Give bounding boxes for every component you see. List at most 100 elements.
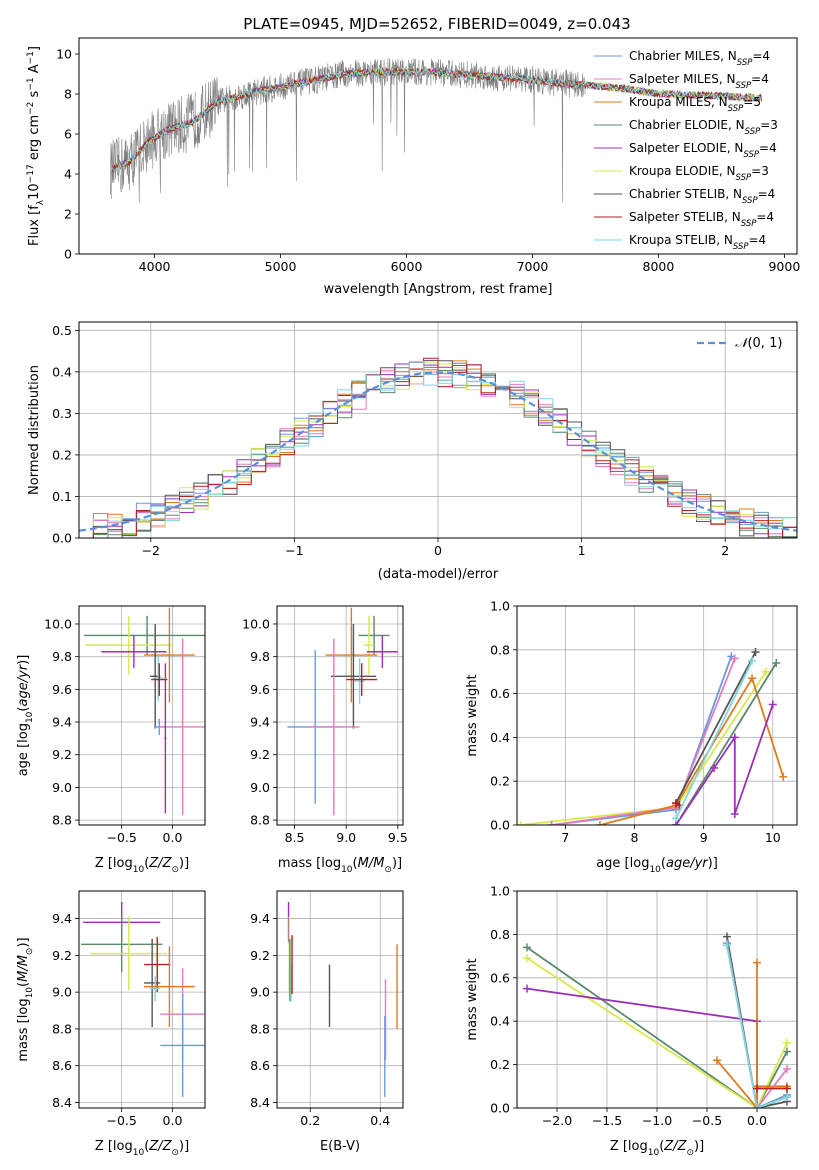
x-tick-label: 6000 bbox=[391, 259, 423, 274]
errorbar-point bbox=[160, 993, 205, 1097]
weight-marker bbox=[761, 667, 770, 676]
y-tick-label: 9.2 bbox=[250, 747, 270, 762]
y-tick-label: 0.2 bbox=[490, 1057, 510, 1072]
y-tick-label: 9.0 bbox=[250, 985, 270, 1000]
weight-marker bbox=[753, 1104, 761, 1108]
y-tick-label: 0.5 bbox=[52, 323, 72, 338]
errorbar-point bbox=[366, 635, 398, 669]
weight-marker bbox=[523, 943, 531, 952]
legend-entry: Chabrier STELIB, NSSP=4 bbox=[629, 187, 775, 206]
y-tick-label: 8.8 bbox=[52, 813, 72, 828]
x-tick-label: −1.5 bbox=[592, 1113, 622, 1128]
y-tick-label: 0.2 bbox=[490, 774, 510, 789]
y-tick-label: 6 bbox=[64, 127, 72, 142]
y-tick-label: 0.3 bbox=[52, 406, 72, 421]
y-tick-label: 0.0 bbox=[490, 1101, 510, 1116]
weight-marker bbox=[753, 958, 761, 967]
errorbar-point bbox=[144, 938, 161, 1028]
weight-line bbox=[726, 945, 788, 1108]
weight-vs-age-axes: 7 8 9 10 0.0 0.2 0.4 0.6 0.8 1.0 age [log10(age/yr… bbox=[465, 599, 798, 875]
legend-entry: Kroupa ELODIE, NSSP=3 bbox=[629, 164, 769, 183]
y-axis-label: mass [log10(M/M⊙)] bbox=[16, 937, 35, 1061]
y-tick-label: 9.0 bbox=[250, 780, 270, 795]
y-tick-label: 0.2 bbox=[52, 447, 72, 462]
weight-vs-age-plot-area bbox=[517, 647, 788, 825]
x-tick-label: 9 bbox=[700, 830, 708, 845]
y-tick-label: 9.0 bbox=[52, 780, 72, 795]
weight-vs-Z-axes: −2.0 −1.5 −1.0 −0.5 0.0 0.0 0.2 0.4 0.6 0.8 1.0 Z [… bbox=[465, 884, 798, 1158]
y-tick-label: 0 bbox=[64, 247, 72, 262]
legend-entry: Kroupa STELIB, NSSP=4 bbox=[629, 233, 766, 252]
weight-marker bbox=[730, 733, 739, 742]
mass-vs-ebv-plot-area bbox=[287, 902, 398, 1097]
x-tick-label: 8.5 bbox=[285, 830, 305, 845]
errorbar-point bbox=[363, 615, 375, 675]
x-axis-label: Z [log10(Z/Z⊙)] bbox=[610, 1139, 704, 1158]
y-tick-label: 9.2 bbox=[52, 948, 72, 963]
weight-series bbox=[547, 652, 736, 825]
weight-line bbox=[526, 957, 788, 1108]
y-tick-label: 9.4 bbox=[250, 715, 270, 730]
x-tick-label: 10 bbox=[765, 830, 781, 845]
y-tick-label: 8.8 bbox=[250, 813, 270, 828]
y-tick-label: 8.8 bbox=[250, 1021, 270, 1036]
errorbar-point bbox=[307, 638, 360, 816]
weight-marker bbox=[730, 810, 739, 819]
y-axis-label: Normed distribution bbox=[27, 365, 42, 495]
errorbar-point bbox=[330, 623, 377, 729]
errorbar-point bbox=[144, 936, 171, 993]
errorbar-point bbox=[85, 615, 173, 675]
errorbar-point bbox=[101, 635, 167, 669]
y-tick-label: 8.4 bbox=[52, 1095, 72, 1110]
weight-series bbox=[672, 658, 781, 825]
weight-series bbox=[672, 656, 757, 823]
x-tick-label: −0.5 bbox=[692, 1113, 722, 1128]
y-tick-label: 9.4 bbox=[52, 715, 72, 730]
weight-marker bbox=[783, 1047, 791, 1056]
errorbar-point bbox=[81, 916, 163, 972]
y-tick-label: 10.0 bbox=[44, 616, 72, 631]
y-axis-label: mass weight bbox=[465, 958, 480, 1040]
y-tick-label: 0.6 bbox=[490, 686, 510, 701]
weight-marker bbox=[751, 647, 760, 656]
x-tick-label: 1 bbox=[578, 543, 586, 558]
errorbar-point bbox=[164, 663, 167, 814]
x-tick-label: 7 bbox=[561, 830, 569, 845]
y-tick-label: 8.6 bbox=[250, 1058, 270, 1073]
axes-frame bbox=[516, 605, 798, 826]
figure-title: PLATE=0945, MJD=52652, FIBERID=0049, z=0… bbox=[243, 15, 630, 33]
weight-line bbox=[716, 962, 787, 1108]
x-tick-label: −0.5 bbox=[106, 1113, 136, 1128]
x-tick-label: 9.5 bbox=[388, 830, 408, 845]
weight-marker bbox=[779, 772, 788, 781]
y-tick-label: 0.4 bbox=[490, 1014, 510, 1029]
x-tick-label: 0.2 bbox=[300, 1113, 320, 1128]
y-tick-label: 9.8 bbox=[250, 649, 270, 664]
weight-line bbox=[599, 676, 785, 825]
y-tick-label: 1.0 bbox=[490, 884, 510, 899]
errorbar-point bbox=[153, 655, 164, 701]
y-axis-label: age [log10(age/yr)] bbox=[16, 655, 35, 777]
weight-line bbox=[675, 651, 757, 804]
x-axis-label: mass [log10(M/M⊙)] bbox=[278, 856, 402, 875]
legend-entry: Chabrier MILES, NSSP=4 bbox=[629, 49, 770, 68]
x-tick-label: 2 bbox=[721, 543, 729, 558]
axes-frame bbox=[276, 890, 404, 1109]
y-tick-label: 9.4 bbox=[52, 911, 72, 926]
weight-series bbox=[595, 674, 788, 825]
weight-line bbox=[675, 662, 778, 825]
y-tick-label: 0.4 bbox=[52, 364, 72, 379]
mass-vs-Z-plot-area bbox=[81, 902, 205, 1097]
mass-vs-ebv-axes: 0.2 0.4 8.4 8.6 8.8 9.0 9.2 9.4 E(B-V) bbox=[250, 890, 404, 1154]
legend-entry: Salpeter MILES, NSSP=4 bbox=[629, 72, 769, 91]
y-tick-label: 10 bbox=[56, 47, 72, 62]
y-tick-label: 8.6 bbox=[52, 1058, 72, 1073]
weight-vs-Z-plot-area bbox=[523, 932, 791, 1108]
x-axis-label: Z [log10(Z/Z⊙)] bbox=[95, 856, 189, 875]
x-tick-label: 7000 bbox=[517, 259, 549, 274]
weight-line bbox=[551, 656, 733, 825]
y-tick-label: 9.6 bbox=[52, 682, 72, 697]
legend-entry: Chabrier ELODIE, NSSP=3 bbox=[629, 118, 778, 137]
spectrum-plot-area bbox=[110, 57, 763, 203]
